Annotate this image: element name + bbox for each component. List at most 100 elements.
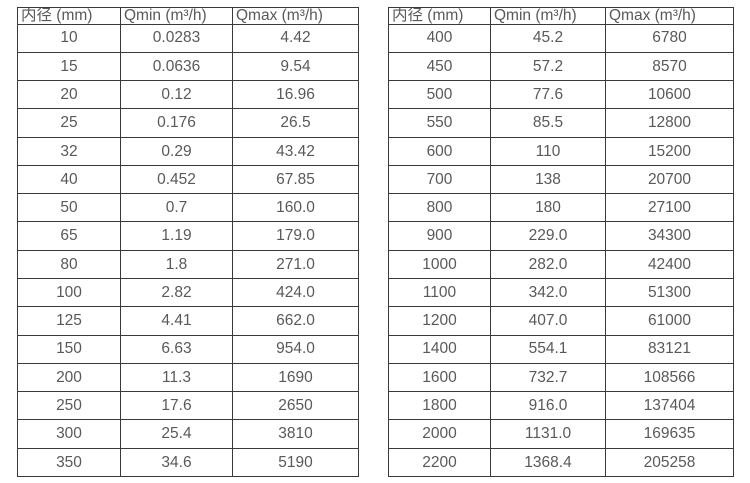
table-row: 10 0.0283 4.42 — [17, 23, 359, 53]
table-cell: 10600 — [605, 80, 734, 110]
table-cell: 9.54 — [232, 51, 359, 82]
table-row: 1600 732.7 108566 — [388, 362, 734, 393]
table-cell: 51300 — [605, 278, 734, 308]
table-cell: 25.4 — [120, 419, 233, 449]
table-cell: 43.42 — [232, 136, 359, 166]
table-row: 700 138 20700 — [388, 164, 734, 195]
table-cell: 500 — [388, 80, 491, 110]
table-row: 80 1.8 271.0 — [17, 249, 359, 280]
table-cell: 20 — [17, 80, 121, 110]
table-cell: 50 — [17, 193, 121, 223]
table-row: 300 25.4 3810 — [17, 419, 359, 449]
table-cell: 15 — [17, 51, 121, 82]
table-cell: 954.0 — [232, 334, 359, 364]
table-row: 1200 407.0 61000 — [388, 306, 734, 336]
table-cell: 80 — [17, 249, 121, 280]
table-cell: 1100 — [388, 278, 491, 308]
table-cell: 169635 — [605, 419, 734, 449]
table-row: 25 0.176 26.5 — [17, 108, 359, 138]
table-header-row: 内径 (mm) Qmin (m³/h) Qmax (m³/h) — [388, 7, 734, 25]
table-cell: 0.29 — [120, 136, 233, 166]
table-cell: 407.0 — [490, 306, 606, 336]
table-cell: 6.63 — [120, 334, 233, 364]
table-cell: 6780 — [605, 23, 734, 53]
table-cell: 2650 — [232, 391, 359, 421]
table-row: 350 34.6 5190 — [17, 447, 359, 478]
table-cell: 550 — [388, 108, 491, 138]
table-cell: 34.6 — [120, 447, 233, 478]
table-cell: 2200 — [388, 447, 491, 478]
table-cell: 83121 — [605, 334, 734, 364]
table-cell: 40 — [17, 164, 121, 195]
table-cell: 27100 — [605, 193, 734, 223]
table-cell: 16.96 — [232, 80, 359, 110]
table-cell: 180 — [490, 193, 606, 223]
table-cell: 125 — [17, 306, 121, 336]
table-cell: 34300 — [605, 221, 734, 251]
table-cell: 1600 — [388, 362, 491, 393]
table-row: 200 11.3 1690 — [17, 362, 359, 393]
table-cell: 1000 — [388, 249, 491, 280]
table-row: 400 45.2 6780 — [388, 23, 734, 53]
table-row: 1800 916.0 137404 — [388, 391, 734, 421]
table-cell: 342.0 — [490, 278, 606, 308]
table-row: 40 0.452 67.85 — [17, 164, 359, 195]
table-row: 100 2.82 424.0 — [17, 278, 359, 308]
table-row: 1100 342.0 51300 — [388, 278, 734, 308]
table-cell: 26.5 — [232, 108, 359, 138]
table-cell: 350 — [17, 447, 121, 478]
table-cell: 5190 — [232, 447, 359, 478]
table-cell: 61000 — [605, 306, 734, 336]
table-cell: 10 — [17, 23, 121, 53]
table-cell: 11.3 — [120, 362, 233, 393]
header-diameter: 内径 (mm) — [17, 7, 121, 25]
table-row: 450 57.2 8570 — [388, 51, 734, 82]
table-cell: 282.0 — [490, 249, 606, 280]
table-cell: 1.8 — [120, 249, 233, 280]
table-row: 32 0.29 43.42 — [17, 136, 359, 166]
table-row: 15 0.0636 9.54 — [17, 51, 359, 82]
table-cell: 205258 — [605, 447, 734, 478]
table-cell: 138 — [490, 164, 606, 195]
table-row: 150 6.63 954.0 — [17, 334, 359, 364]
table-cell: 300 — [17, 419, 121, 449]
table-cell: 0.176 — [120, 108, 233, 138]
table-cell: 8570 — [605, 51, 734, 82]
table-row: 2200 1368.4 205258 — [388, 447, 734, 478]
table-cell: 0.0636 — [120, 51, 233, 82]
table-cell: 900 — [388, 221, 491, 251]
table-cell: 12800 — [605, 108, 734, 138]
header-qmin: Qmin (m³/h) — [120, 7, 233, 25]
table-row: 900 229.0 34300 — [388, 221, 734, 251]
table-cell: 554.1 — [490, 334, 606, 364]
table-cell: 732.7 — [490, 362, 606, 393]
table-cell: 450 — [388, 51, 491, 82]
table-cell: 2000 — [388, 419, 491, 449]
table-row: 2000 1131.0 169635 — [388, 419, 734, 449]
table-row: 65 1.19 179.0 — [17, 221, 359, 251]
table-cell: 424.0 — [232, 278, 359, 308]
table-cell: 2.82 — [120, 278, 233, 308]
table-cell: 25 — [17, 108, 121, 138]
table-cell: 1690 — [232, 362, 359, 393]
table-cell: 42400 — [605, 249, 734, 280]
table-row: 800 180 27100 — [388, 193, 734, 223]
table-cell: 1368.4 — [490, 447, 606, 478]
table-cell: 1.19 — [120, 221, 233, 251]
table-cell: 700 — [388, 164, 491, 195]
table-cell: 4.41 — [120, 306, 233, 336]
table-row: 125 4.41 662.0 — [17, 306, 359, 336]
table-cell: 15200 — [605, 136, 734, 166]
table-cell: 271.0 — [232, 249, 359, 280]
table-cell: 150 — [17, 334, 121, 364]
table-cell: 1800 — [388, 391, 491, 421]
table-header-row: 内径 (mm) Qmin (m³/h) Qmax (m³/h) — [17, 7, 359, 25]
table-cell: 229.0 — [490, 221, 606, 251]
table-row: 50 0.7 160.0 — [17, 193, 359, 223]
table-cell: 57.2 — [490, 51, 606, 82]
table-cell: 85.5 — [490, 108, 606, 138]
table-cell: 800 — [388, 193, 491, 223]
table-cell: 200 — [17, 362, 121, 393]
table-cell: 1131.0 — [490, 419, 606, 449]
